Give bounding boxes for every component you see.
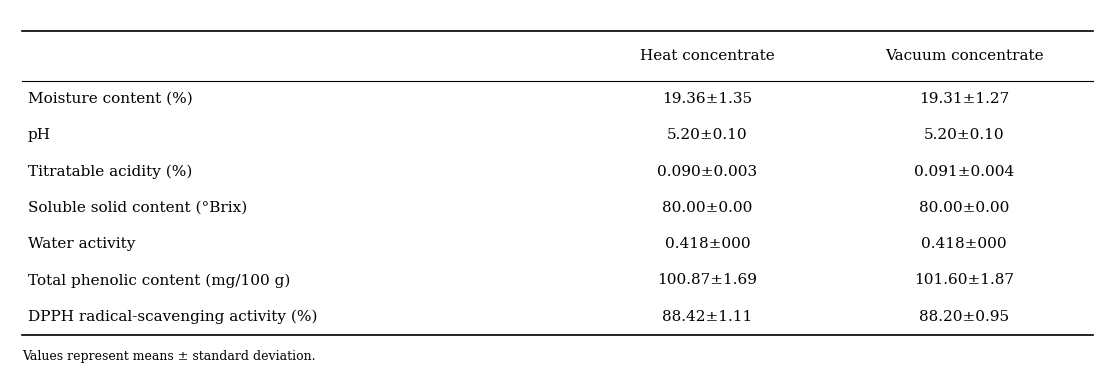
Text: 101.60±1.87: 101.60±1.87 [914,273,1015,288]
Text: 19.36±1.35: 19.36±1.35 [662,92,753,106]
Text: Total phenolic content (mg/100 g): Total phenolic content (mg/100 g) [28,273,290,288]
Text: 19.31±1.27: 19.31±1.27 [919,92,1009,106]
Text: 88.42±1.11: 88.42±1.11 [662,310,753,324]
Text: 100.87±1.69: 100.87±1.69 [658,273,757,288]
Text: 5.20±0.10: 5.20±0.10 [924,128,1005,142]
Text: 5.20±0.10: 5.20±0.10 [667,128,748,142]
Text: 0.091±0.004: 0.091±0.004 [914,165,1015,179]
Text: pH: pH [28,128,50,142]
Text: Moisture content (%): Moisture content (%) [28,92,193,106]
Text: DPPH radical-scavenging activity (%): DPPH radical-scavenging activity (%) [28,310,317,324]
Text: 0.090±0.003: 0.090±0.003 [658,165,757,179]
Text: 80.00±0.00: 80.00±0.00 [919,201,1009,215]
Text: Soluble solid content (°Brix): Soluble solid content (°Brix) [28,201,246,215]
Text: Values represent means ± standard deviation.: Values represent means ± standard deviat… [22,350,316,363]
Text: Water activity: Water activity [28,237,135,251]
Text: 88.20±0.95: 88.20±0.95 [919,310,1009,324]
Text: 0.418±000: 0.418±000 [921,237,1007,251]
Text: 80.00±0.00: 80.00±0.00 [662,201,753,215]
Text: Heat concentrate: Heat concentrate [640,49,775,63]
Text: Vacuum concentrate: Vacuum concentrate [885,49,1044,63]
Text: Titratable acidity (%): Titratable acidity (%) [28,164,192,179]
Text: 0.418±000: 0.418±000 [665,237,750,251]
